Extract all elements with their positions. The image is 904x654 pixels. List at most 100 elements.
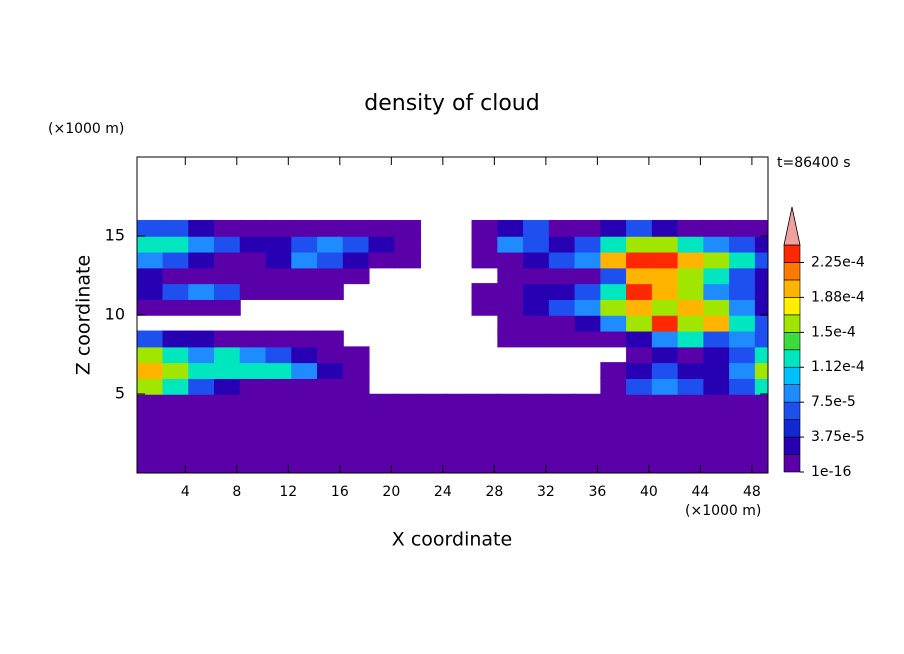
contour-cell xyxy=(626,330,653,348)
contour-cell xyxy=(214,219,241,237)
contour-cell xyxy=(574,393,602,411)
contour-cell xyxy=(291,235,319,253)
contour-cell xyxy=(317,283,344,300)
contour-cell xyxy=(368,441,396,458)
contour-cell xyxy=(394,425,422,443)
contour-cell xyxy=(214,283,241,300)
colorbar-bin xyxy=(783,279,801,298)
contour-cell xyxy=(523,235,550,253)
y-axis-label: Z coordinate xyxy=(73,255,95,375)
contour-cell xyxy=(574,425,602,443)
colorbar-tick-label: 3.75e-5 xyxy=(811,429,865,445)
contour-cell xyxy=(317,346,344,364)
contour-cell xyxy=(291,425,319,443)
contour-cell xyxy=(729,346,756,364)
contour-cell xyxy=(626,251,653,269)
contour-cell xyxy=(600,425,628,443)
contour-cell xyxy=(239,377,267,395)
x-tick-label: 36 xyxy=(588,484,606,500)
contour-cell xyxy=(471,393,499,411)
contour-cell xyxy=(317,425,344,443)
contour-cell xyxy=(729,219,756,237)
colorbar-bin xyxy=(783,366,801,385)
contour-cell xyxy=(703,409,731,427)
contour-cell xyxy=(574,409,602,427)
contour-cell xyxy=(162,267,190,285)
x-tick-label: 20 xyxy=(382,484,400,500)
x-tick-label: 16 xyxy=(331,484,349,500)
contour-cell xyxy=(497,283,525,300)
contour-cell xyxy=(265,267,293,285)
contour-cell xyxy=(317,393,344,411)
contour-cell xyxy=(548,314,576,332)
contour-cell xyxy=(600,267,628,285)
contour-cell xyxy=(523,298,550,316)
contour-cell xyxy=(239,251,267,269)
contour-cell xyxy=(342,393,370,411)
colorbar-bin xyxy=(783,454,801,473)
contour-cell xyxy=(162,441,190,458)
contour-cell xyxy=(188,409,216,427)
contour-cell xyxy=(137,362,164,379)
contour-cell xyxy=(291,362,319,379)
contour-cell xyxy=(342,346,370,364)
contour-cell xyxy=(600,298,628,316)
contour-cell xyxy=(188,346,216,364)
colorbar-tick-label: 1.12e-4 xyxy=(811,359,865,375)
contour-cell xyxy=(754,393,768,411)
contour-cell xyxy=(677,267,705,285)
contour-cell xyxy=(677,235,705,253)
contour-cell xyxy=(754,330,768,348)
contour-cell xyxy=(137,283,164,300)
y-unit: (×1000 m) xyxy=(48,121,124,137)
chart-title: density of cloud xyxy=(364,91,539,116)
contour-cell xyxy=(265,393,293,411)
contour-cell xyxy=(677,377,705,395)
contour-cell xyxy=(677,298,705,316)
contour-cell xyxy=(317,235,344,253)
contour-cell xyxy=(497,409,525,427)
contour-cell xyxy=(703,235,731,253)
contour-cell xyxy=(729,267,756,285)
contour-cell xyxy=(548,425,576,443)
colorbar-bin xyxy=(783,262,801,281)
contour-cell xyxy=(754,314,768,332)
contour-cell xyxy=(600,314,628,332)
contour-cell xyxy=(239,393,267,411)
contour-cell xyxy=(214,425,241,443)
contour-cell xyxy=(703,425,731,443)
contour-cell xyxy=(729,298,756,316)
contour-cell xyxy=(574,314,602,332)
x-unit: (×1000 m) xyxy=(685,503,761,519)
contour-cell xyxy=(317,251,344,269)
contour-cell xyxy=(265,441,293,458)
contour-cell xyxy=(137,267,164,285)
colorbar-bin xyxy=(783,419,801,438)
contour-cell xyxy=(239,441,267,458)
contour-cell xyxy=(214,251,241,269)
contour-cell xyxy=(497,219,525,237)
colorbar-bin xyxy=(783,314,801,333)
contour-cell xyxy=(162,235,190,253)
contour-cell xyxy=(137,346,164,364)
contour-cell xyxy=(239,235,267,253)
contour-cell xyxy=(677,283,705,300)
colorbar-tick-label: 1.88e-4 xyxy=(811,289,865,305)
contour-cell xyxy=(754,377,768,395)
contour-cell xyxy=(420,441,447,458)
y-tick-label: 5 xyxy=(115,384,125,403)
contour-cell xyxy=(729,251,756,269)
contour-cell xyxy=(137,425,164,443)
contour-cell xyxy=(137,393,164,411)
contour-cell xyxy=(703,314,731,332)
contour-cell xyxy=(677,219,705,237)
contour-cell xyxy=(677,314,705,332)
contour-cell xyxy=(291,441,319,458)
contour-cell xyxy=(368,409,396,427)
contour-cell xyxy=(239,409,267,427)
contour-cell xyxy=(291,283,319,300)
contour-cell xyxy=(754,219,768,237)
contour-cell xyxy=(548,456,576,473)
contour-cell xyxy=(471,409,499,427)
contour-cell xyxy=(265,362,293,379)
